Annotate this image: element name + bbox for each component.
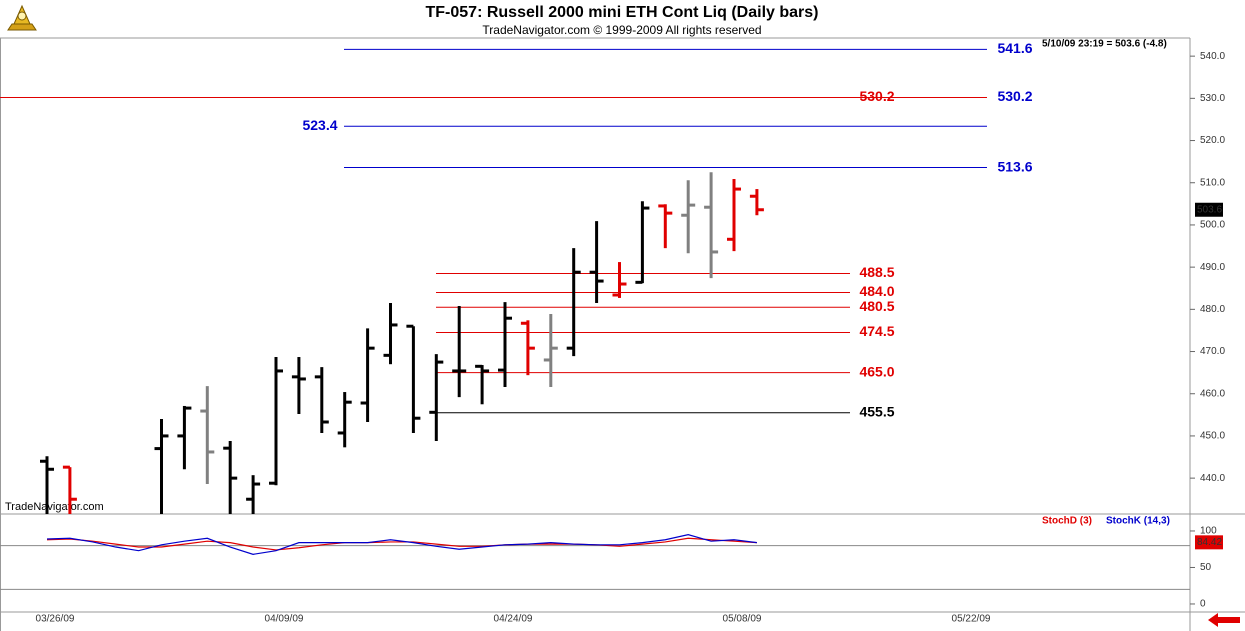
y-tick-label: 50 xyxy=(1200,562,1212,573)
price-panel xyxy=(0,48,987,514)
legend-entry: StochD (3) xyxy=(1042,516,1092,527)
y-tick-label: 500.0 xyxy=(1200,220,1225,231)
y-tick-label: 520.0 xyxy=(1200,135,1225,146)
y-tick-label: 540.0 xyxy=(1200,51,1225,62)
stoch-panel xyxy=(0,533,1190,590)
watermark: TradeNavigator.com xyxy=(5,501,104,513)
y-tick-label: 450.0 xyxy=(1200,431,1225,442)
level-label: 465.0 xyxy=(859,363,894,379)
y-tick-label: 530.0 xyxy=(1200,93,1225,104)
y-tick-label: 0 xyxy=(1200,599,1206,610)
last-value: 84.42 xyxy=(1197,537,1222,548)
overlay: 440.0 450.0 460.0 470.0 480.0 490.0 500.0 510.0… xyxy=(36,40,1226,625)
level-label: 523.4 xyxy=(302,117,337,133)
level-label: 488.5 xyxy=(859,264,894,280)
legend-entry: StochK (14,3) xyxy=(1106,516,1170,527)
quote: 5/10/09 23:19 = 503.6 (-4.8) xyxy=(1042,39,1167,50)
y-tick-label: 510.0 xyxy=(1200,177,1225,188)
level-label: 530.2 xyxy=(997,88,1032,104)
level-label: 530.2 xyxy=(859,88,894,104)
chart-title: TF-057: Russell 2000 mini ETH Cont Liq (… xyxy=(426,4,819,21)
y-tick-label: 440.0 xyxy=(1200,473,1225,484)
chart-subtitle: TradeNavigator.com © 1999-2009 All right… xyxy=(482,23,761,37)
level-label: 484.0 xyxy=(859,283,894,299)
stoch-line xyxy=(46,537,757,551)
level-label: 474.5 xyxy=(859,323,894,339)
y-tick-label: 100 xyxy=(1200,526,1217,537)
last-value-box xyxy=(1195,202,1223,217)
level-label: 455.5 xyxy=(859,403,894,419)
level-label: 480.5 xyxy=(859,298,894,314)
x-tick-label: 04/24/09 xyxy=(494,614,533,625)
x-tick-label: 04/09/09 xyxy=(265,614,304,625)
scroll-arrow[interactable] xyxy=(1208,613,1240,627)
level-label: 513.6 xyxy=(997,158,1032,174)
y-tick-label: 480.0 xyxy=(1200,304,1225,315)
last-value-box xyxy=(1195,535,1223,550)
x-tick-label: 03/26/09 xyxy=(36,614,75,625)
x-tick-label: 05/08/09 xyxy=(723,614,762,625)
y-tick-label: 460.0 xyxy=(1200,388,1225,399)
logo xyxy=(7,4,37,31)
y-tick-label: 470.0 xyxy=(1200,346,1225,357)
y-tick-label: 490.0 xyxy=(1200,262,1225,273)
level-label: 541.6 xyxy=(997,40,1032,56)
x-tick-label: 05/22/09 xyxy=(952,614,991,625)
last-value: 503.6 xyxy=(1197,204,1222,215)
stoch-line xyxy=(46,533,757,555)
